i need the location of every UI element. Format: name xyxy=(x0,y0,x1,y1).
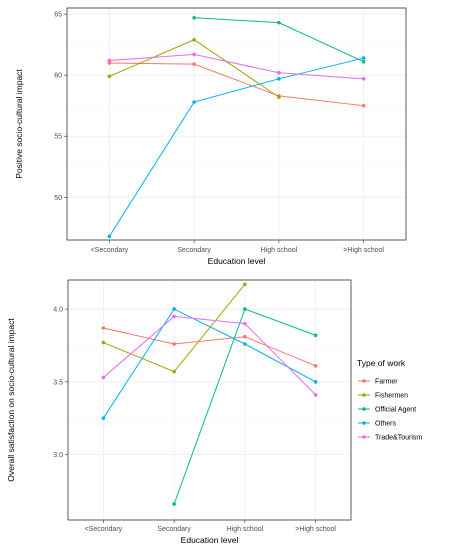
x-tick-label: <Secondary xyxy=(91,247,129,254)
legend: Type of work Farmer Fishermen Official Agen… xyxy=(357,358,422,442)
data-point-fishermen xyxy=(243,282,247,287)
data-point-official-agent xyxy=(313,333,318,338)
data-point-trade-tourism xyxy=(101,375,106,380)
data-point-farmer xyxy=(192,62,196,66)
data-point-trade-tourism xyxy=(313,393,318,397)
y-tick-label: 3.0 xyxy=(53,452,63,459)
series-line-others xyxy=(108,57,364,237)
plot-border xyxy=(67,279,352,521)
data-point-farmer xyxy=(172,342,176,346)
data-point-farmer xyxy=(101,326,106,330)
data-point-fishermen xyxy=(172,369,176,374)
legend-title: Type of work xyxy=(357,358,406,368)
legend-label-others: Others xyxy=(375,421,397,428)
chart-panel-1: 50 55 60 65 <Secondary Secondary High school >H… xyxy=(14,7,407,266)
y-tick-label: 65 xyxy=(54,12,62,19)
x-tick-label: <Secondary xyxy=(85,526,123,533)
x-tick-label: Secondary xyxy=(157,526,191,533)
data-point-others xyxy=(361,56,366,60)
plot-border xyxy=(66,7,407,241)
x-axis-title: Education level xyxy=(208,256,266,266)
y-axis-title: Overall satisfaction on socio-cultural i… xyxy=(6,318,16,482)
data-point-trade-tourism xyxy=(243,321,247,326)
legend-key-point-trade-tourism xyxy=(362,435,366,439)
data-point-others xyxy=(192,100,196,104)
legend-label-trade-tourism: Trade&Tourism xyxy=(375,435,422,442)
data-point-official-agent xyxy=(277,20,281,25)
series-line-farmer xyxy=(109,62,364,107)
data-point-official-agent xyxy=(243,307,247,311)
data-point-fishermen xyxy=(101,340,106,345)
series-line-others xyxy=(102,308,316,419)
data-point-others xyxy=(172,307,176,311)
data-point-official-agent xyxy=(192,15,196,20)
data-point-farmer xyxy=(313,364,318,368)
x-tick-label: High school xyxy=(261,247,298,254)
y-tick-label: 60 xyxy=(54,73,62,80)
data-point-trade-tourism xyxy=(277,70,281,75)
data-point-trade-tourism xyxy=(192,52,196,57)
data-point-fishermen xyxy=(277,95,281,99)
y-tick-label: 4.0 xyxy=(53,307,63,314)
data-point-others xyxy=(243,342,247,346)
legend-label-official-agent: Official Agent xyxy=(375,407,416,414)
y-tick-label: 3.5 xyxy=(53,379,63,386)
x-tick-label: >High school xyxy=(343,247,384,254)
data-point-trade-tourism xyxy=(107,58,112,63)
data-point-fishermen xyxy=(107,74,112,79)
series-line-trade-tourism xyxy=(103,315,316,396)
legend-key-point-farmer xyxy=(362,379,366,383)
data-point-official-agent xyxy=(172,502,176,506)
data-point-trade-tourism xyxy=(361,77,366,81)
x-tick-label: Secondary xyxy=(177,247,211,254)
x-tick-label: High school xyxy=(227,526,264,533)
y-tick-label: 55 xyxy=(54,134,62,141)
data-point-farmer xyxy=(361,103,366,108)
data-point-others xyxy=(277,77,281,81)
chart-panel-2: 3.0 3.5 4.0 <Secondary Secondary High school >… xyxy=(6,279,352,545)
data-point-official-agent xyxy=(361,59,366,64)
data-point-others xyxy=(107,234,112,239)
legend-key-point-official-agent xyxy=(362,407,366,411)
series-line-trade-tourism xyxy=(109,53,364,80)
data-point-others xyxy=(313,380,318,384)
data-point-fishermen xyxy=(192,37,196,42)
x-tick-label: >High school xyxy=(295,526,336,533)
y-tick-label: 50 xyxy=(54,195,62,202)
data-point-trade-tourism xyxy=(172,314,176,319)
series-line-farmer xyxy=(103,327,316,367)
legend-label-farmer: Farmer xyxy=(375,379,398,386)
data-point-farmer xyxy=(243,334,247,339)
legend-label-fishermen: Fishermen xyxy=(375,393,408,400)
legend-key-point-fishermen xyxy=(362,393,366,397)
data-point-others xyxy=(101,416,106,420)
x-axis-title: Education level xyxy=(181,535,239,545)
y-axis-title: Positive socio-cultural impact xyxy=(14,69,24,179)
legend-key-point-others xyxy=(362,421,366,425)
